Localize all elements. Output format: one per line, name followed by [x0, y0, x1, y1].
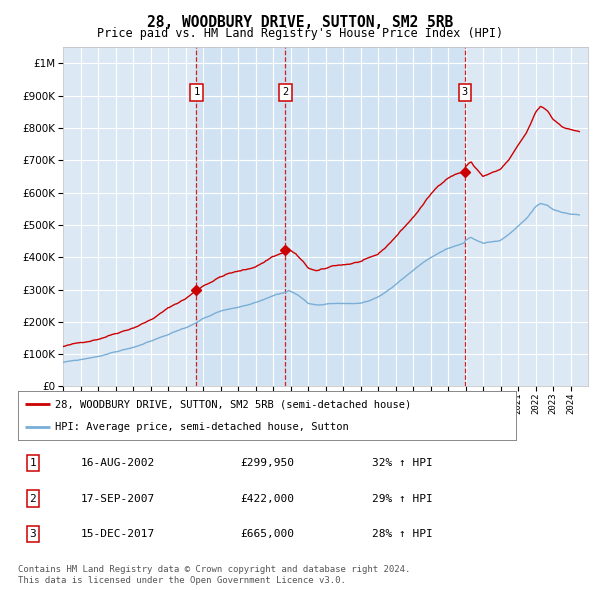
- Text: Contains HM Land Registry data © Crown copyright and database right 2024.
This d: Contains HM Land Registry data © Crown c…: [18, 565, 410, 585]
- Text: 17-SEP-2007: 17-SEP-2007: [81, 494, 155, 503]
- Text: 16-AUG-2002: 16-AUG-2002: [81, 458, 155, 468]
- Text: £665,000: £665,000: [240, 529, 294, 539]
- Bar: [286, 47, 465, 386]
- Text: 28, WOODBURY DRIVE, SUTTON, SM2 5RB (semi-detached house): 28, WOODBURY DRIVE, SUTTON, SM2 5RB (sem…: [55, 399, 412, 409]
- Text: 1: 1: [193, 87, 199, 97]
- Text: 2: 2: [283, 87, 289, 97]
- Text: 32% ↑ HPI: 32% ↑ HPI: [372, 458, 433, 468]
- Text: 3: 3: [29, 529, 37, 539]
- Text: 15-DEC-2017: 15-DEC-2017: [81, 529, 155, 539]
- Text: 2: 2: [29, 494, 37, 503]
- Text: Price paid vs. HM Land Registry's House Price Index (HPI): Price paid vs. HM Land Registry's House …: [97, 27, 503, 40]
- Text: 29% ↑ HPI: 29% ↑ HPI: [372, 494, 433, 503]
- Text: HPI: Average price, semi-detached house, Sutton: HPI: Average price, semi-detached house,…: [55, 422, 349, 432]
- Text: £422,000: £422,000: [240, 494, 294, 503]
- Text: £299,950: £299,950: [240, 458, 294, 468]
- Text: 1: 1: [29, 458, 37, 468]
- Bar: [196, 47, 286, 386]
- Text: 28, WOODBURY DRIVE, SUTTON, SM2 5RB: 28, WOODBURY DRIVE, SUTTON, SM2 5RB: [147, 15, 453, 30]
- Text: 3: 3: [461, 87, 468, 97]
- Text: 28% ↑ HPI: 28% ↑ HPI: [372, 529, 433, 539]
